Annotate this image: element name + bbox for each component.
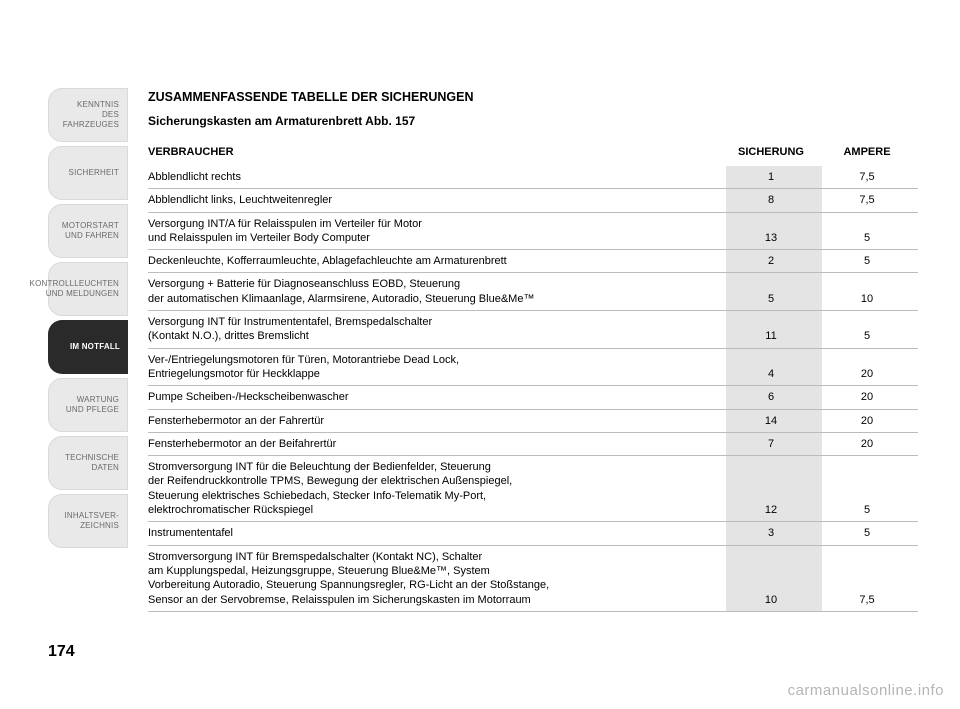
cell-fuse: 10 [726,545,822,611]
sidebar-tab-wartung[interactable]: WARTUNGUND PFLEGE [48,378,128,432]
sidebar-tab-im-notfall[interactable]: IM NOTFALL [48,320,128,374]
main-content: ZUSAMMENFASSENDE TABELLE DER SICHERUNGEN… [148,90,918,612]
table-row: Fensterhebermotor an der Beifahrertür720 [148,432,918,455]
sidebar-nav: KENNTNISDES FAHRZEUGES SICHERHEIT MOTORS… [48,88,128,552]
cell-ampere: 5 [822,311,918,349]
page-number: 174 [48,643,75,661]
cell-fuse: 14 [726,409,822,432]
sidebar-tab-label: INHALTSVER-ZEICHNIS [64,511,119,531]
col-header-consumer: VERBRAUCHER [148,142,726,166]
fuse-table-body: Abblendlicht rechts17,5Abblendlicht link… [148,166,918,611]
cell-consumer: Versorgung INT/A für Relaisspulen im Ver… [148,212,726,250]
cell-ampere: 5 [822,250,918,273]
table-row: Stromversorgung INT für die Beleuchtung … [148,456,918,522]
sidebar-tab-label: TECHNISCHEDATEN [65,453,119,473]
sidebar-tab-technische-daten[interactable]: TECHNISCHEDATEN [48,436,128,490]
cell-ampere: 5 [822,456,918,522]
sidebar-tab-kenntnis[interactable]: KENNTNISDES FAHRZEUGES [48,88,128,142]
cell-ampere: 10 [822,273,918,311]
table-row: Deckenleuchte, Kofferraumleuchte, Ablage… [148,250,918,273]
table-row: Stromversorgung INT für Bremspedalschalt… [148,545,918,611]
cell-consumer: Abblendlicht rechts [148,166,726,189]
col-header-ampere: AMPERE [822,142,918,166]
sidebar-tab-label: IM NOTFALL [70,342,120,352]
sidebar-tab-motorstart[interactable]: MOTORSTARTUND FAHREN [48,204,128,258]
cell-fuse: 6 [726,386,822,409]
cell-ampere: 5 [822,522,918,545]
table-row: Pumpe Scheiben-/Heckscheibenwascher620 [148,386,918,409]
cell-consumer: Ver-/Entriegelungsmotoren für Türen, Mot… [148,348,726,386]
sidebar-tab-kontrollleuchten[interactable]: KONTROLLLEUCHTENUND MELDUNGEN [48,262,128,316]
cell-consumer: Deckenleuchte, Kofferraumleuchte, Ablage… [148,250,726,273]
cell-ampere: 20 [822,409,918,432]
cell-consumer: Versorgung INT für Instrumententafel, Br… [148,311,726,349]
cell-fuse: 5 [726,273,822,311]
table-row: Versorgung INT/A für Relaisspulen im Ver… [148,212,918,250]
cell-consumer: Stromversorgung INT für Bremspedalschalt… [148,545,726,611]
cell-fuse: 11 [726,311,822,349]
sidebar-tab-inhaltsverzeichnis[interactable]: INHALTSVER-ZEICHNIS [48,494,128,548]
sidebar-tab-label: MOTORSTARTUND FAHREN [62,221,119,241]
table-row: Versorgung + Batterie für Diagnoseanschl… [148,273,918,311]
sidebar-tab-label: KENNTNISDES FAHRZEUGES [49,100,119,130]
table-header-row: VERBRAUCHER SICHERUNG AMPERE [148,142,918,166]
cell-ampere: 7,5 [822,166,918,189]
cell-fuse: 2 [726,250,822,273]
cell-fuse: 4 [726,348,822,386]
cell-ampere: 20 [822,432,918,455]
sidebar-tab-sicherheit[interactable]: SICHERHEIT [48,146,128,200]
cell-fuse: 13 [726,212,822,250]
manual-page: KENNTNISDES FAHRZEUGES SICHERHEIT MOTORS… [0,0,960,709]
fuse-table: VERBRAUCHER SICHERUNG AMPERE Abblendlich… [148,142,918,612]
table-row: Versorgung INT für Instrumententafel, Br… [148,311,918,349]
cell-fuse: 12 [726,456,822,522]
section-heading: ZUSAMMENFASSENDE TABELLE DER SICHERUNGEN [148,90,918,104]
cell-ampere: 5 [822,212,918,250]
table-row: Abblendlicht links, Leuchtweitenregler87… [148,189,918,212]
watermark-text: carmanualsonline.info [788,682,944,699]
cell-fuse: 8 [726,189,822,212]
sidebar-tab-label: SICHERHEIT [69,168,119,178]
table-row: Instrumententafel35 [148,522,918,545]
sidebar-tab-label: WARTUNGUND PFLEGE [66,395,119,415]
table-row: Ver-/Entriegelungsmotoren für Türen, Mot… [148,348,918,386]
section-subheading: Sicherungskasten am Armaturenbrett Abb. … [148,114,918,128]
cell-consumer: Fensterhebermotor an der Fahrertür [148,409,726,432]
cell-fuse: 7 [726,432,822,455]
cell-ampere: 20 [822,386,918,409]
cell-fuse: 1 [726,166,822,189]
cell-consumer: Abblendlicht links, Leuchtweitenregler [148,189,726,212]
cell-consumer: Versorgung + Batterie für Diagnoseanschl… [148,273,726,311]
cell-consumer: Instrumententafel [148,522,726,545]
table-row: Abblendlicht rechts17,5 [148,166,918,189]
cell-consumer: Pumpe Scheiben-/Heckscheibenwascher [148,386,726,409]
table-row: Fensterhebermotor an der Fahrertür1420 [148,409,918,432]
cell-ampere: 7,5 [822,545,918,611]
cell-consumer: Stromversorgung INT für die Beleuchtung … [148,456,726,522]
sidebar-tab-label: KONTROLLLEUCHTENUND MELDUNGEN [30,279,119,299]
cell-consumer: Fensterhebermotor an der Beifahrertür [148,432,726,455]
col-header-fuse: SICHERUNG [726,142,822,166]
cell-fuse: 3 [726,522,822,545]
cell-ampere: 7,5 [822,189,918,212]
cell-ampere: 20 [822,348,918,386]
